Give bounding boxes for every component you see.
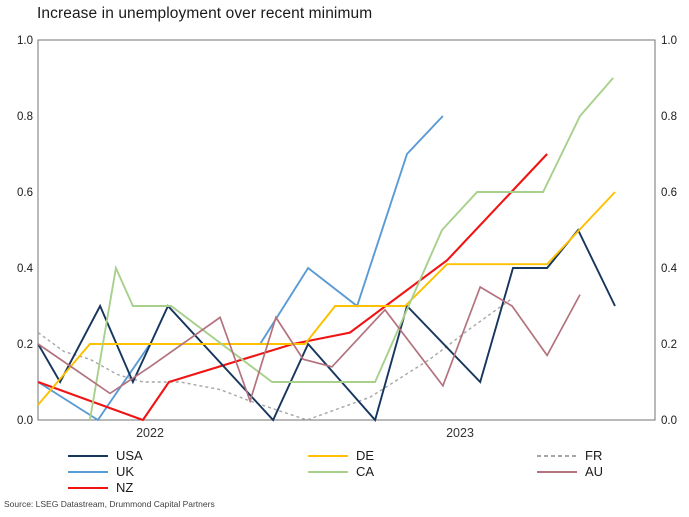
y-tick-label-right: 0.8 xyxy=(661,111,677,123)
series-line-au xyxy=(37,285,581,404)
x-tick-label: 2022 xyxy=(136,426,164,440)
legend-line-swatch xyxy=(68,455,108,457)
legend-label: DE xyxy=(356,448,375,463)
legend-label: NZ xyxy=(116,480,134,495)
series-line-fr xyxy=(37,297,513,421)
chart-title: Increase in unemployment over recent min… xyxy=(37,5,373,22)
y-tick-label-left: 0.0 xyxy=(17,415,33,427)
legend-item-usa: USA xyxy=(68,448,143,464)
y-tick-label-right: 0.6 xyxy=(661,187,677,199)
series-line-ca xyxy=(88,77,614,421)
legend-label: AU xyxy=(585,464,604,479)
legend-line-swatch xyxy=(68,487,108,489)
y-tick-label-right: 0.0 xyxy=(661,415,677,427)
y-tick-label-right: 0.2 xyxy=(661,339,677,351)
legend-column: USA UK NZ xyxy=(68,448,143,496)
legend-label: FR xyxy=(585,448,603,463)
series-line-nz xyxy=(37,153,548,422)
legend-line-swatch xyxy=(537,455,577,457)
y-tick-label-left: 0.6 xyxy=(17,187,33,199)
line-chart: 0.0 0.0 0.2 0.2 0.4 0.4 0.6 0.6 0.8 0.8 1.0 1.0 2022… xyxy=(17,35,678,440)
y-tick-label-right: 1.0 xyxy=(661,35,677,47)
y-tick-label-left: 0.8 xyxy=(17,111,33,123)
legend-line-swatch xyxy=(308,455,348,457)
y-tick-label-right: 0.4 xyxy=(661,263,678,275)
legend-item-uk: UK xyxy=(68,464,143,480)
legend-item-ca: CA xyxy=(308,464,374,480)
legend-column: FR AU xyxy=(537,448,603,480)
legend-line-swatch xyxy=(537,471,577,473)
legend-item-fr: FR xyxy=(537,448,603,464)
legend-label: USA xyxy=(116,448,143,463)
y-tick-label-left: 0.4 xyxy=(17,263,34,275)
legend-label: UK xyxy=(116,464,135,479)
legend-label: CA xyxy=(356,464,375,479)
x-tick-label: 2023 xyxy=(446,426,474,440)
source-note: Source: LSEG Datastream, Drummond Capita… xyxy=(4,499,215,509)
legend-item-au: AU xyxy=(537,464,603,480)
y-tick-label-left: 0.2 xyxy=(17,339,33,351)
legend-item-nz: NZ xyxy=(68,480,143,496)
legend-line-swatch xyxy=(308,471,348,473)
legend-item-de: DE xyxy=(308,448,374,464)
legend-line-swatch xyxy=(68,471,108,473)
series-line-usa xyxy=(37,228,616,422)
series-line-de xyxy=(37,191,616,406)
y-tick-label-left: 1.0 xyxy=(17,35,33,47)
legend-column: DE CA xyxy=(308,448,374,480)
plot-border xyxy=(37,39,656,421)
